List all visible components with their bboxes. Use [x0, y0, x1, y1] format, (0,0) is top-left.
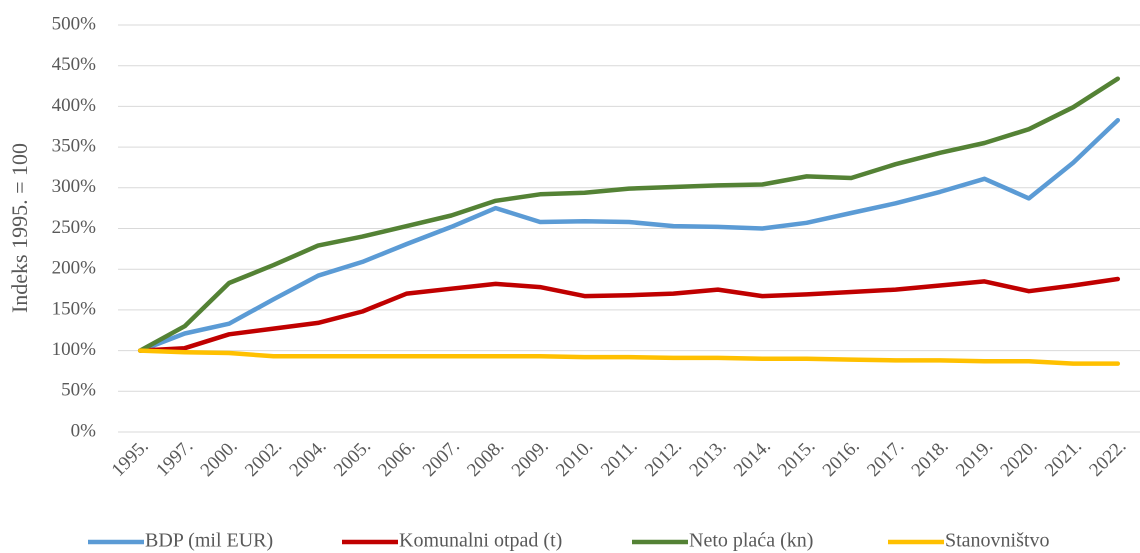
series-line [137, 348, 1121, 366]
x-tick-label: 2011. [597, 436, 642, 481]
y-tick-label: 250% [52, 217, 97, 238]
y-tick-label: 0% [71, 420, 97, 441]
x-tick-label: 2010. [552, 436, 597, 481]
x-tick-label: 2020. [996, 436, 1041, 481]
x-tick-label: 2021. [1041, 436, 1086, 481]
y-tick-label: 450% [52, 54, 97, 75]
x-tick-label: 2022. [1085, 436, 1130, 481]
x-tick-label: 2015. [774, 436, 819, 481]
x-tick-label: 2018. [908, 436, 953, 481]
series-line [137, 76, 1121, 353]
y-axis-label: Indeks 1995. = 100 [7, 143, 32, 313]
x-tick-label: 2002. [241, 436, 286, 481]
legend-label: Stanovništvo [945, 530, 1049, 552]
legend-label: Komunalni otpad (t) [399, 530, 562, 552]
x-tick-label: 1995. [108, 436, 153, 481]
y-tick-label: 150% [52, 298, 97, 319]
legend-label: Neto plaća (kn) [689, 530, 813, 552]
x-tick-label: 2012. [641, 436, 686, 481]
x-tick-label: 2007. [419, 436, 464, 481]
y-tick-label: 500% [52, 13, 97, 34]
series-line [137, 117, 1121, 353]
y-tick-label: 400% [52, 95, 97, 116]
y-tick-label: 300% [52, 176, 97, 197]
x-tick-label: 2014. [730, 436, 775, 481]
x-tick-label: 2000. [197, 436, 242, 481]
x-tick-label: 2009. [508, 436, 553, 481]
y-tick-label: 50% [61, 380, 96, 401]
y-tick-label: 200% [52, 258, 97, 279]
legend-label: BDP (mil EUR) [145, 530, 273, 552]
x-tick-label: 1997. [152, 436, 197, 481]
y-tick-label: 100% [52, 339, 97, 360]
x-tick-label: 2008. [463, 436, 508, 481]
x-tick-label: 2005. [330, 436, 375, 481]
x-tick-label: 2006. [374, 436, 419, 481]
x-tick-label: 2017. [863, 436, 908, 481]
x-tick-label: 2016. [819, 436, 864, 481]
x-tick-label: 2004. [285, 436, 330, 481]
series-line [137, 276, 1121, 353]
x-tick-label: 2019. [952, 436, 997, 481]
x-tick-label: 2013. [685, 436, 730, 481]
y-tick-label: 350% [52, 135, 97, 156]
